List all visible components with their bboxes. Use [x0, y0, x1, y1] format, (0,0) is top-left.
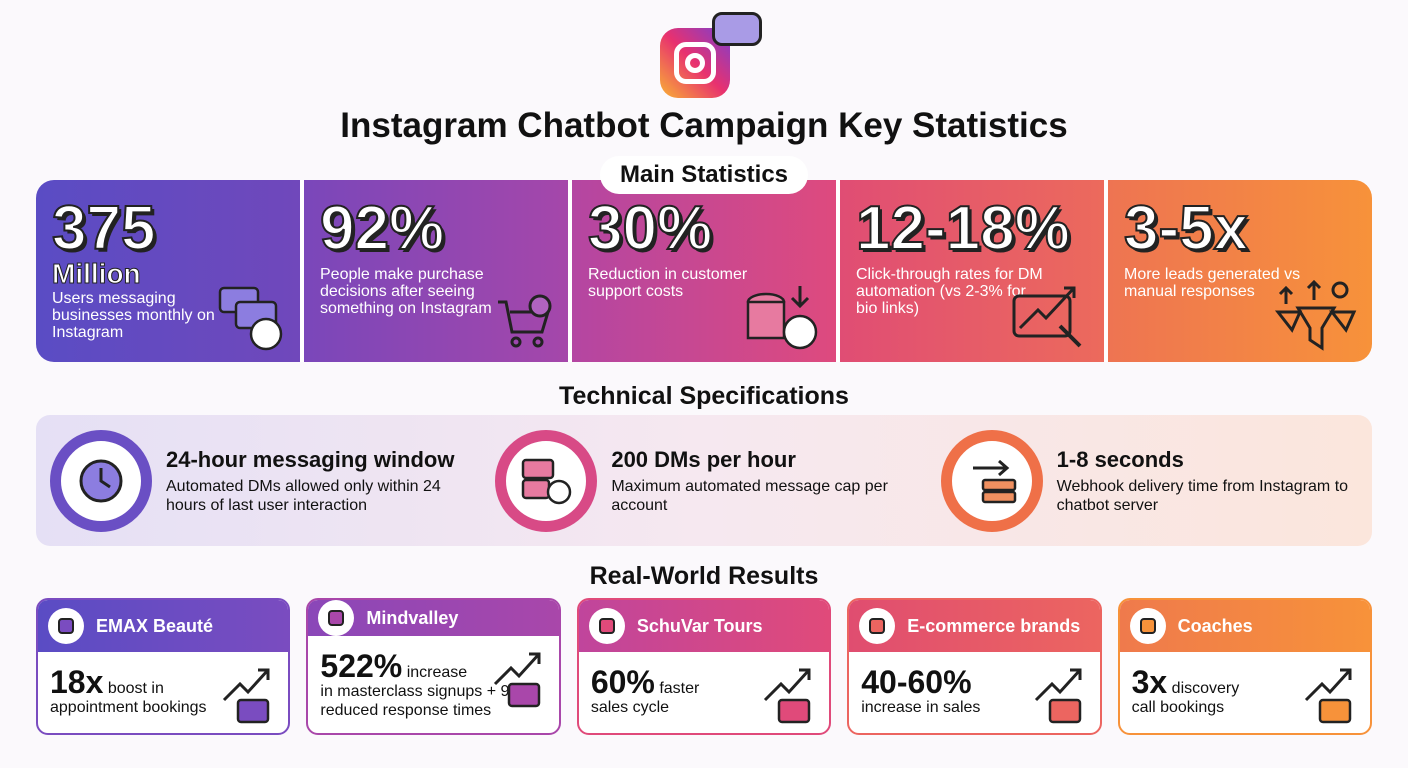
result-text-2: appointment bookings [50, 699, 207, 716]
stat-unit: Million [52, 258, 142, 289]
page-title: Instagram Chatbot Campaign Key Statistic… [340, 106, 1068, 145]
spec-desc: Automated DMs allowed only within 24 hou… [166, 477, 441, 514]
result-graphic-icon [1034, 668, 1082, 724]
result-text-2: call bookings [1131, 699, 1225, 716]
result-value: 60% [590, 664, 655, 700]
result-graphic-icon [1304, 668, 1352, 724]
section-title-tech: Technical Specifications [559, 382, 849, 410]
result-body: 18x boost in appointment bookings [38, 652, 288, 733]
stat-desc: Reduction in customer support costs [588, 266, 748, 300]
result-company: EMAX Beauté [96, 615, 214, 636]
cosmetics-icon [48, 608, 84, 644]
stat-card: 3-5x More leads generated vs manual resp… [1108, 180, 1372, 362]
result-graphic-icon [223, 668, 270, 724]
clock-icon [79, 459, 123, 502]
shopping-bag-icon [859, 608, 896, 644]
result-text: faster [659, 680, 700, 697]
stat-value: 375 [51, 194, 156, 263]
result-text-2: in masterclass signups + 99% reduced res… [320, 683, 533, 719]
result-card: EMAX Beauté 18x boost in appointment book… [36, 598, 291, 735]
chat-user-icon [218, 286, 283, 351]
spec-title: 200 DMs per hour [611, 446, 796, 472]
result-card: SchuVar Tours 60% faster sales cycle [576, 598, 832, 735]
spec-item: 1-8 seconds Webhook delivery time from In… [927, 415, 1372, 546]
result-card-header: Coaches [1119, 600, 1371, 652]
result-graphic-icon [764, 668, 811, 724]
result-value: 522% [320, 648, 403, 684]
spec-title: 1-8 seconds [1056, 446, 1184, 472]
stat-card: 375 Million Users messaging businesses m… [36, 180, 300, 362]
result-card: Mindvalley 522% increase in masterclass s… [306, 598, 561, 735]
result-text: boost in [107, 680, 164, 697]
stat-value: 30% [587, 194, 713, 263]
section-title-results: Real-World Results [589, 562, 819, 590]
result-value: 40-60% [861, 664, 972, 700]
result-text-2: sales cycle [590, 699, 670, 716]
result-text: increase [406, 664, 468, 681]
result-card-header: EMAX Beauté [38, 600, 289, 652]
result-text-2: increase in sales [861, 699, 981, 716]
spec-item: 24-hour messaging window Automated DMs al… [36, 415, 481, 546]
results-row: EMAX Beauté 18x boost in appointment book… [36, 598, 1373, 735]
result-body: 3x discovery call bookings [1120, 652, 1370, 733]
stat-desc: Users messaging businesses monthly on In… [52, 290, 215, 341]
server-arrow-icon [972, 459, 1016, 503]
result-graphic-icon [493, 652, 541, 708]
messages-gauge-icon [522, 458, 572, 504]
result-body: 40-60% increase in sales [849, 652, 1099, 733]
stat-value: 3-5x [1123, 194, 1249, 263]
result-card-header: SchuVar Tours [578, 600, 830, 652]
section-title-main: Main Statistics [600, 156, 808, 194]
spec-desc: Webhook delivery time from Instagram to … [1056, 477, 1349, 514]
stat-desc: Click-through rates for DM automation (v… [856, 266, 1043, 317]
result-text: discovery [1171, 680, 1240, 697]
stat-value: 12-18% [855, 194, 1071, 263]
chat-trend-click-icon [1012, 286, 1082, 348]
result-card-header: E-commerce brands [849, 600, 1100, 652]
main-stats-band: 375 Million Users messaging businesses m… [36, 180, 1372, 362]
result-body: 522% increase in masterclass signups + 99… [308, 636, 558, 733]
shopping-cart-icon [498, 294, 552, 348]
spec-title: 24-hour messaging window [166, 446, 455, 472]
funnel-icon [1274, 279, 1357, 351]
suitcase-icon [588, 608, 625, 644]
result-card: Coaches 3x discovery call bookings [1117, 598, 1373, 735]
stat-desc: More leads generated vs manual responses [1124, 266, 1301, 300]
result-card-header: Mindvalley [308, 600, 559, 636]
coins-headset-icon [746, 286, 818, 350]
chatbot-icon [712, 12, 762, 46]
spec-item: 200 DMs per hour Maximum automated messag… [481, 415, 926, 546]
stat-value: 92% [319, 194, 445, 263]
result-company: Coaches [1177, 615, 1253, 636]
tech-specs-band: 24-hour messaging window Automated DMs al… [36, 415, 1372, 546]
stat-card: 92% People make purchase decisions after… [304, 180, 568, 362]
stat-card: 30% Reduction in customer support costs [572, 180, 836, 362]
spec-desc: Maximum automated message cap per accoun… [611, 477, 888, 514]
stat-desc: People make purchase decisions after see… [320, 266, 492, 317]
brain-icon [318, 600, 355, 636]
result-value: 18x [50, 664, 104, 700]
result-body: 60% faster sales cycle [579, 652, 829, 733]
result-company: Mindvalley [366, 607, 459, 628]
result-company: SchuVar Tours [636, 615, 763, 636]
result-value: 3x [1131, 664, 1168, 700]
stat-card: 12-18% Click-through rates for DM automa… [840, 180, 1104, 362]
result-company: E-commerce brands [907, 615, 1081, 636]
microphone-icon [1129, 608, 1166, 644]
result-card: E-commerce brands 40-60% increase in sal… [847, 598, 1102, 735]
